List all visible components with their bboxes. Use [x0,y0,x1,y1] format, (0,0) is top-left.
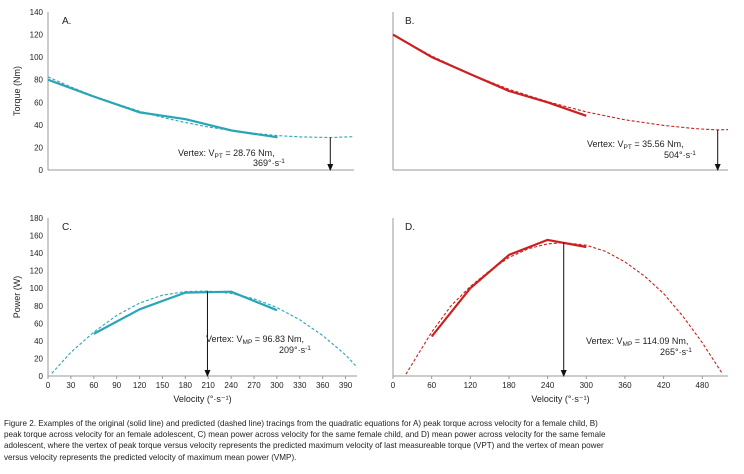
chart-panel-b: B. Vertex: VPT = 35.56 Nm,504°·s-1 [392,12,729,171]
vertex-label-text: Vertex: V [206,334,243,344]
x-tick-label: 210 [202,381,216,390]
x-tick-label: 60 [427,381,436,390]
caption-line-2: peak torque across velocity for an femal… [4,430,606,440]
vertex-arrow-head [327,164,334,171]
y-tick-label: 40 [34,337,43,346]
vertex-velocity-text: 265°·s [660,347,687,357]
y-tick-label: 120 [30,31,44,40]
vertex-velocity-superscript: -1 [686,347,692,354]
x-tick-label: 90 [112,381,121,390]
vertex-label-text: Vertex: V [178,148,215,158]
y-tick-label: 20 [34,354,43,363]
predicted-tracing-line [47,76,355,139]
vertex-label-subscript: PT [624,144,632,151]
vertex-label-subscript: MP [623,341,633,348]
y-tick-label: 160 [30,232,44,241]
original-tracing-line [430,238,587,338]
predicted-tracing-line [392,34,729,131]
vertex-label-text: Vertex: V [587,139,624,149]
y-axis-label: Power (W) [12,276,22,319]
predicted-tracing-line [405,242,723,375]
x-tick-label: 0 [391,381,396,390]
figure: 0 20 40 60 80 100 120 140 Torque (Nm) A. Vertex: V… [12,8,729,404]
x-tick-label: 0 [46,381,51,390]
vertex-label-line-1: Vertex: VPT = 28.76 Nm, [178,148,275,160]
x-tick-label: 330 [293,381,307,390]
caption-line-3: adolescent, where the vertex of peak tor… [4,441,604,451]
y-tick-label: 80 [34,302,43,311]
x-tick-label: 150 [156,381,170,390]
x-tick-label: 300 [580,381,594,390]
y-tick-label: 100 [30,284,44,293]
x-tick-label: 300 [270,381,284,390]
x-tick-label: 120 [133,381,147,390]
x-tick-label: 60 [89,381,98,390]
panel-label: A. [62,16,71,27]
y-tick-label: 60 [34,98,43,107]
vertex-velocity-text: 209°·s [279,345,306,355]
y-tick-label: 180 [30,214,44,223]
vertex-velocity-text: 369°·s [253,158,280,168]
vertex-label-subscript: PT [215,153,223,160]
x-tick-label: 360 [316,381,330,390]
vertex-velocity-text: 504°·s [664,150,691,160]
x-axis-label: Velocity (°·s⁻¹) [531,394,589,404]
caption-line-1: Figure 2. Examples of the original (soli… [4,419,598,428]
x-tick-label: 270 [247,381,261,390]
panel-label: B. [405,16,414,27]
vertex-velocity-superscript: -1 [690,150,696,157]
vertex-velocity-superscript: -1 [279,158,285,165]
y-tick-label: 100 [30,53,44,62]
vertex-label-value: = 114.09 Nm, [632,336,688,346]
caption-line-4: versus velocity represents the predicted… [4,452,297,462]
original-tracing-line [392,33,587,117]
x-tick-label: 390 [339,381,353,390]
x-tick-label: 120 [464,381,478,390]
panel-label: C. [62,222,72,233]
y-tick-label: 80 [34,76,43,85]
x-tick-label: 240 [541,381,555,390]
x-tick-label: 30 [66,381,75,390]
chart-panel-c: 0 20 40 60 80 100 120 140 160 180 0 30 60 90 120 150 180… [12,214,358,404]
y-tick-label: 140 [30,8,44,17]
x-tick-label: 180 [502,381,516,390]
vertex-label-value: = 35.56 Nm, [632,139,684,149]
vertex-arrow-head [714,164,721,171]
y-axis-label: Torque (Nm) [12,66,22,116]
chart-panel-a: 0 20 40 60 80 100 120 140 Torque (Nm) A. Vertex: V… [12,8,355,175]
vertex-label-value: = 96.83 Nm, [252,334,304,344]
figure-caption: Figure 2. Examples of the original (soli… [4,418,740,463]
original-tracing-line [47,78,278,139]
vertex-label-line-1: Vertex: VPT = 35.56 Nm, [587,139,684,151]
vertex-label-line-2: 369°·s-1 [253,158,285,168]
vertex-arrow-head [560,370,567,377]
vertex-label-text: Vertex: V [586,336,623,346]
x-axis-label: Velocity (°·s⁻¹) [173,394,231,404]
predicted-tracing-line [51,290,358,374]
vertex-label-line-2: 265°·s-1 [660,347,692,357]
vertex-label-line-1: Vertex: VMP = 96.83 Nm, [206,334,304,346]
y-tick-label: 60 [34,319,43,328]
vertex-label-line-1: Vertex: VMP = 114.09 Nm, [586,336,688,348]
y-tick-label: 140 [30,249,44,258]
vertex-velocity-superscript: -1 [305,345,311,352]
x-tick-label: 360 [618,381,632,390]
y-tick-label: 0 [39,166,44,175]
y-tick-label: 40 [34,121,43,130]
x-tick-label: 240 [224,381,238,390]
vertex-label-value: = 28.76 Nm, [223,148,275,158]
vertex-label-subscript: MP [243,339,253,346]
original-tracing-line [93,290,278,335]
x-tick-label: 180 [179,381,193,390]
vertex-label-line-2: 504°·s-1 [664,150,696,160]
y-tick-label: 120 [30,267,44,276]
x-tick-label: 420 [657,381,671,390]
panel-label: D. [405,222,415,233]
vertex-arrow-head [204,370,211,377]
vertex-label-line-2: 209°·s-1 [279,345,311,355]
x-tick-label: 480 [696,381,710,390]
y-tick-label: 0 [39,372,44,381]
y-tick-label: 20 [34,143,43,152]
chart-panel-d: 0 60 120 180 240 300 360 420 480 Velocity (°·s⁻¹)… [391,218,728,404]
